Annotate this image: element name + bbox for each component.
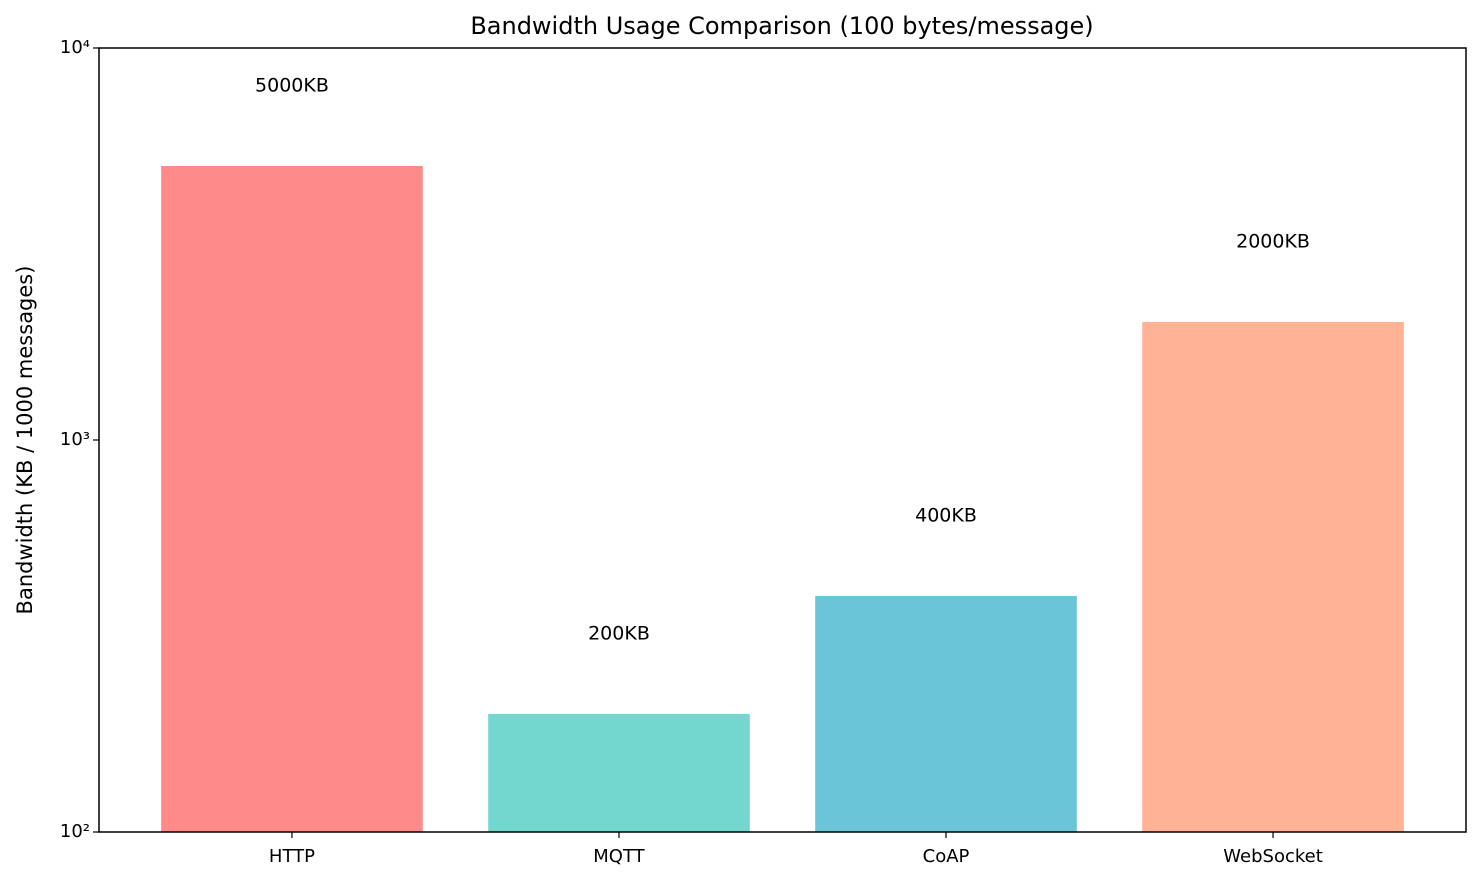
y-tick-label: 10³ bbox=[60, 429, 90, 450]
value-label: 200KB bbox=[588, 622, 650, 644]
bar bbox=[1142, 321, 1404, 832]
x-tick-label: HTTP bbox=[269, 846, 315, 867]
value-label: 400KB bbox=[915, 504, 977, 526]
y-axis-label: Bandwidth (KB / 1000 messages) bbox=[13, 266, 37, 615]
chart-title: Bandwidth Usage Comparison (100 bytes/me… bbox=[470, 12, 1093, 40]
bar bbox=[161, 166, 423, 832]
plot-frame bbox=[98, 47, 1467, 833]
value-label: 2000KB bbox=[1236, 230, 1310, 252]
x-tick-label: WebSocket bbox=[1223, 846, 1323, 867]
x-tick-label: CoAP bbox=[923, 846, 970, 867]
y-tick-label: 10⁴ bbox=[60, 37, 90, 58]
x-tick-label: MQTT bbox=[593, 846, 645, 867]
bar bbox=[488, 713, 750, 832]
bar bbox=[815, 595, 1077, 832]
y-tick-label: 10² bbox=[60, 821, 90, 842]
value-label: 5000KB bbox=[255, 74, 329, 96]
